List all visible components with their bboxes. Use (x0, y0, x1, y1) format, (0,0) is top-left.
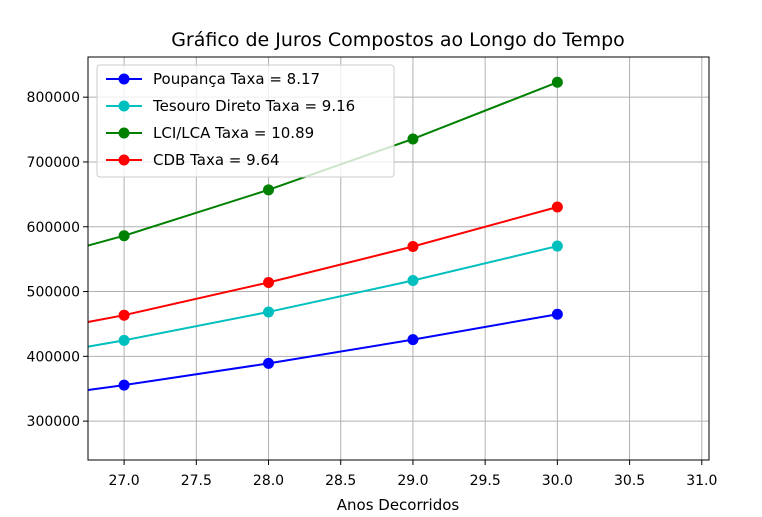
x-tick-label: 27.0 (109, 473, 140, 489)
data-point (263, 276, 275, 288)
y-ticks: 300000 400000 500000 600000 700000 800000 (27, 90, 88, 430)
legend-label: Poupança Taxa = 8.17 (153, 70, 320, 88)
data-point (407, 133, 419, 145)
legend-item: CDB Taxa = 9.64 (106, 151, 280, 169)
x-axis-label: Anos Decorridos (337, 496, 460, 514)
x-tick-label: 27.5 (181, 473, 212, 489)
legend-item: Poupança Taxa = 8.17 (106, 70, 320, 88)
data-point (407, 334, 419, 346)
series-1 (87, 240, 563, 348)
y-tick-label: 500000 (27, 285, 80, 301)
legend-label: Tesouro Direto Taxa = 9.16 (152, 97, 355, 115)
legend-item: LCI/LCA Taxa = 10.89 (106, 124, 314, 142)
legend-item: Tesouro Direto Taxa = 9.16 (106, 97, 355, 115)
x-tick-label: 30.5 (614, 473, 645, 489)
data-point (407, 241, 419, 253)
x-tick-label: 31.0 (686, 473, 717, 489)
x-tick-label: 30.0 (542, 473, 573, 489)
legend-marker (118, 100, 130, 112)
legend: Poupança Taxa = 8.17 Tesouro Direto Taxa … (96, 64, 395, 178)
data-point (551, 240, 563, 252)
x-tick-label: 29.0 (397, 473, 428, 489)
data-point (407, 275, 419, 287)
y-tick-label: 700000 (27, 155, 80, 171)
data-point (263, 184, 275, 196)
series-layer (87, 76, 563, 392)
legend-marker (118, 73, 130, 85)
plot-frame (87, 56, 710, 461)
data-point (263, 306, 275, 318)
x-tick-label: 28.0 (253, 473, 284, 489)
legend-box (96, 64, 395, 178)
series-3 (87, 201, 563, 323)
legend-marker (118, 154, 130, 166)
y-tick-label: 800000 (27, 90, 80, 106)
data-point (551, 308, 563, 320)
legend-label: LCI/LCA Taxa = 10.89 (153, 124, 314, 142)
data-point (118, 230, 130, 242)
series-2 (87, 76, 563, 247)
chart-title: Gráfico de Juros Compostos ao Longo do T… (171, 29, 625, 51)
x-tick-label: 29.5 (470, 473, 501, 489)
data-point (551, 201, 563, 213)
data-point (118, 379, 130, 391)
y-tick-label: 600000 (27, 220, 80, 236)
legend-label: CDB Taxa = 9.64 (153, 151, 280, 169)
data-point (118, 334, 130, 346)
data-point (551, 76, 563, 88)
x-tick-label: 28.5 (325, 473, 356, 489)
data-point (118, 309, 130, 321)
data-point (263, 357, 275, 369)
series-0 (87, 308, 563, 392)
y-tick-label: 400000 (27, 349, 80, 365)
y-tick-label: 300000 (27, 414, 80, 430)
legend-marker (118, 127, 130, 139)
x-ticks: 27.0 27.5 28.0 28.5 29.0 29.5 30.0 30.5 31.0 (109, 460, 717, 489)
